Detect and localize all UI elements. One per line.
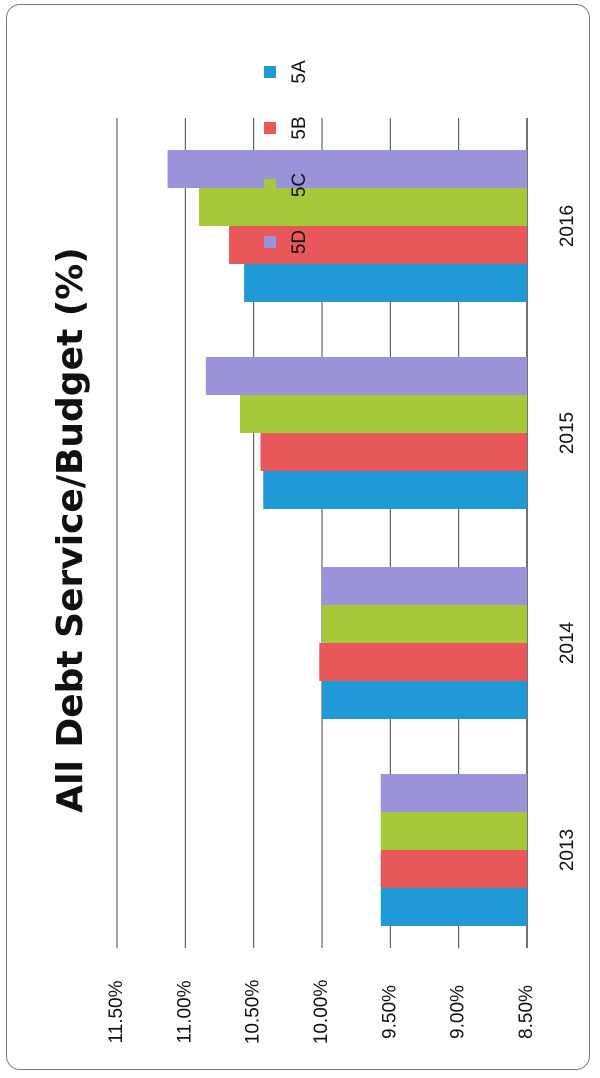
legend-label: 5A bbox=[289, 60, 310, 84]
bar-5c-2015 bbox=[240, 395, 527, 433]
category-axis-labels: 2013 2014 2015 2016 bbox=[557, 205, 578, 871]
bar-5a-2013 bbox=[380, 888, 527, 926]
bar-5a-2016 bbox=[244, 264, 527, 302]
legend-swatch-5b bbox=[264, 122, 276, 134]
bar-5d-2013 bbox=[380, 774, 527, 812]
bar-5d-2016 bbox=[167, 150, 528, 188]
bar-5d-2014 bbox=[322, 567, 527, 605]
bar-5d-2015 bbox=[205, 357, 528, 395]
legend-swatch-5c bbox=[264, 179, 276, 191]
legend: 5A 5B 5C 5D bbox=[264, 60, 310, 254]
value-tick-label: 8.50% bbox=[516, 985, 537, 1039]
bar-5c-2016 bbox=[199, 188, 527, 226]
category-label: 2014 bbox=[557, 621, 578, 664]
bar-5b-2015 bbox=[260, 433, 527, 471]
legend-swatch-5a bbox=[264, 66, 276, 78]
legend-swatch-5d bbox=[264, 236, 276, 248]
bar-5b-2016 bbox=[229, 226, 528, 264]
value-axis-ticks: 8.50% 9.00% 9.50% 10.00% 10.50% 11.00% 11.50% bbox=[106, 980, 537, 1045]
bar-5a-2015 bbox=[263, 471, 527, 509]
bar-5b-2014 bbox=[319, 643, 527, 681]
legend-label: 5C bbox=[289, 173, 310, 197]
bar-5b-2013 bbox=[380, 850, 527, 888]
category-label: 2015 bbox=[557, 412, 578, 454]
category-label: 2016 bbox=[557, 205, 578, 247]
value-tick-label: 11.00% bbox=[174, 980, 195, 1043]
legend-label: 5B bbox=[289, 116, 310, 139]
value-tick-label: 9.50% bbox=[379, 985, 400, 1039]
value-tick-label: 10.00% bbox=[311, 980, 332, 1045]
chart-title: All Debt Service/Budget (%) bbox=[50, 247, 91, 812]
value-tick-label: 9.00% bbox=[448, 985, 469, 1039]
bar-5c-2013 bbox=[380, 812, 527, 850]
value-tick-label: 10.50% bbox=[243, 980, 264, 1045]
bars bbox=[167, 150, 528, 926]
category-label: 2013 bbox=[557, 829, 578, 871]
bar-5a-2014 bbox=[322, 681, 527, 719]
legend-label: 5D bbox=[289, 230, 310, 254]
bar-5c-2014 bbox=[322, 605, 527, 643]
value-tick-label: 11.50% bbox=[106, 980, 127, 1043]
